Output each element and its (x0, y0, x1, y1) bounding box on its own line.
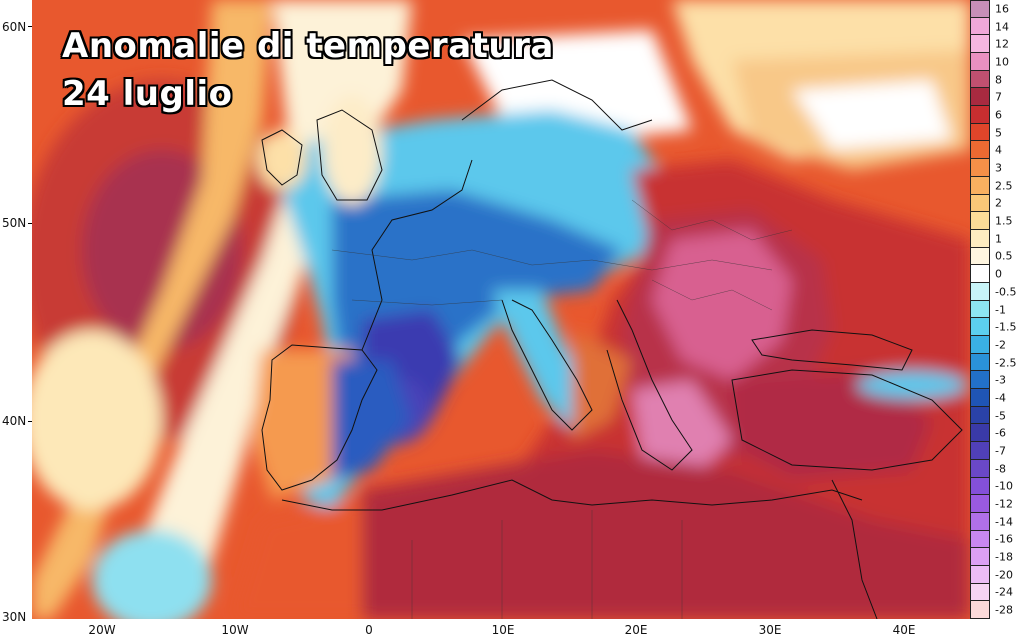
colorbar-label: -1 (995, 303, 1006, 316)
colorbar-swatch (970, 159, 990, 177)
colorbar-label: 3 (995, 161, 1002, 175)
colorbar-label: 0.5 (995, 249, 1013, 263)
colorbar-label: -3 (995, 373, 1006, 387)
colorbar-label: -20 (995, 568, 1013, 582)
colorbar-swatch (970, 35, 990, 54)
colorbar-swatch (970, 336, 990, 354)
colorbar-label: -16 (995, 532, 1013, 546)
colorbar-label: 7 (995, 90, 1002, 104)
colorbar-swatch (970, 548, 990, 566)
lon-label-0: 0 (365, 623, 373, 637)
colorbar-swatch (970, 194, 990, 213)
lat-label-50n: 50N (2, 216, 27, 230)
colorbar-label: -10 (995, 479, 1013, 493)
colorbar-swatch (970, 512, 990, 531)
colorbar-swatch (970, 389, 990, 407)
colorbar-label: -18 (995, 550, 1013, 564)
colorbar-swatch (970, 265, 990, 283)
colorbar-label: -0.5 (995, 285, 1017, 299)
colorbar-swatch (970, 0, 990, 18)
colorbar-label: -4 (995, 391, 1006, 405)
colorbar-label: 8 (995, 73, 1002, 87)
colorbar-swatch (970, 141, 990, 160)
colorbar-swatch (970, 442, 990, 460)
colorbar-label: -2.5 (995, 356, 1017, 370)
colorbar-label: -6 (995, 426, 1006, 440)
colorbar-swatch (970, 176, 990, 195)
colorbar-label: 12 (995, 37, 1009, 51)
colorbar-label: 16 (995, 2, 1009, 16)
lat-tick (28, 421, 32, 422)
lon-label-20e: 20E (624, 623, 648, 637)
colorbar-label: -12 (995, 497, 1013, 511)
colorbar-swatch (970, 282, 990, 301)
colorbar-swatch (970, 565, 990, 584)
colorbar-swatch (970, 353, 990, 372)
colorbar-label: -8 (995, 462, 1006, 476)
colorbar-label: 2 (995, 196, 1002, 210)
colorbar-label: 5 (995, 126, 1002, 140)
colorbar-legend: 16 14 12 10 8 7 6 5 4 3 2.5 2 1.5 1 0.5 0 -0.5 -1 -1.5 -2 -2… (970, 0, 1024, 619)
anomaly-map (32, 0, 970, 619)
map-title: Anomalie di temperatura (62, 26, 554, 66)
colorbar-swatch (970, 123, 990, 142)
colorbar-swatch (970, 106, 990, 124)
lon-label-20w: 20W (88, 623, 116, 637)
colorbar-label: -28 (995, 603, 1013, 617)
colorbar-swatch (970, 530, 990, 549)
colorbar-swatch (970, 70, 990, 89)
colorbar-swatch (970, 601, 990, 619)
colorbar-label: 2.5 (995, 179, 1013, 193)
lat-label-40n: 40N (2, 414, 27, 428)
colorbar-swatch (970, 247, 990, 266)
colorbar-swatch (970, 300, 990, 319)
colorbar-label: 10 (995, 55, 1009, 69)
colorbar-swatch (970, 318, 990, 336)
lon-label-10e: 10E (491, 623, 515, 637)
lat-label-30n: 30N (2, 610, 27, 624)
colorbar-label: 0 (995, 267, 1002, 281)
colorbar-label: -14 (995, 515, 1013, 529)
colorbar-swatch (970, 212, 990, 230)
colorbar-label: -1.5 (995, 320, 1017, 334)
map-subtitle-date: 24 luglio (62, 74, 233, 114)
colorbar-swatch (970, 583, 990, 602)
colorbar-swatch (970, 477, 990, 496)
colorbar-swatch (970, 17, 990, 36)
colorbar-label: 6 (995, 108, 1002, 122)
colorbar-label: 1.5 (995, 214, 1013, 228)
colorbar-label: 14 (995, 20, 1009, 34)
lon-label-10w: 10W (221, 623, 249, 637)
colorbar-swatch (970, 229, 990, 248)
colorbar-label: -5 (995, 409, 1006, 423)
colorbar-label: -7 (995, 444, 1006, 458)
colorbar-label: -24 (995, 585, 1013, 599)
colorbar-label: 4 (995, 143, 1002, 157)
colorbar-swatch (970, 424, 990, 443)
colorbar-swatch (970, 53, 990, 71)
colorbar-label: -2 (995, 338, 1006, 352)
colorbar-swatch (970, 88, 990, 107)
lat-tick (28, 26, 32, 27)
colorbar-swatch (970, 495, 990, 513)
lon-label-30e: 30E (758, 623, 782, 637)
colorbar-swatch (970, 459, 990, 478)
lat-label-60n: 60N (2, 20, 27, 34)
colorbar-swatch (970, 371, 990, 390)
colorbar-swatch (970, 406, 990, 425)
lon-label-40e: 40E (892, 623, 916, 637)
colorbar-label: 1 (995, 232, 1002, 246)
lat-tick (28, 223, 32, 224)
